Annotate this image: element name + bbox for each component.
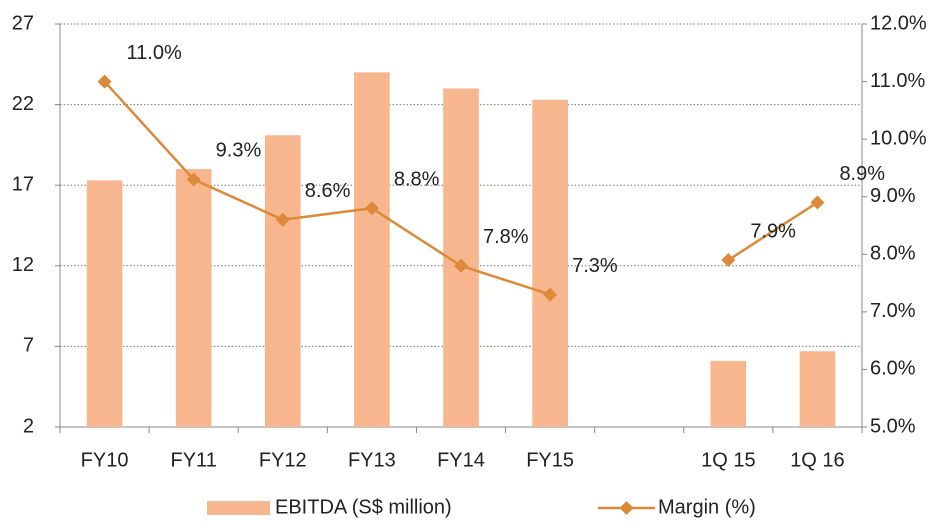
marker (810, 195, 825, 210)
marker (186, 172, 201, 187)
data-label: 7.8% (483, 226, 529, 248)
x-tick-label: FY14 (437, 449, 485, 471)
y-tick-label: 17 (12, 173, 34, 195)
bar (799, 351, 836, 427)
y2-tick-label: 11.0% (870, 70, 925, 92)
line (103, 80, 551, 296)
legend-marker (619, 501, 634, 515)
data-label: 7.3% (572, 255, 618, 277)
bar (86, 180, 123, 427)
bar (710, 360, 747, 427)
marker (543, 287, 558, 302)
line (727, 201, 819, 262)
bar (175, 169, 212, 427)
x-tick-label: 1Q 15 (701, 449, 755, 471)
data-label: 8.8% (394, 169, 440, 191)
bar (264, 135, 301, 427)
y2-tick-label: 7.0% (870, 300, 916, 322)
x-tick-label: FY10 (81, 449, 129, 471)
y-tick-label: 12 (12, 254, 34, 276)
y2-tick-label: 12.0% (870, 12, 927, 34)
legend-swatch (207, 501, 270, 515)
bar (354, 72, 390, 428)
y2-tick-label: 6.0% (870, 358, 916, 380)
marker (275, 212, 290, 227)
bar (532, 99, 568, 427)
x-tick-label: FY12 (259, 449, 307, 471)
y-tick-label: 2 (23, 415, 34, 437)
y2-tick-label: 9.0% (870, 185, 916, 207)
marker (454, 258, 468, 273)
data-label: 9.3% (216, 140, 262, 162)
marker (97, 74, 112, 89)
y-tick-label: 22 (12, 93, 34, 115)
data-label: 11.0% (127, 42, 182, 64)
data-label: 8.6% (305, 180, 351, 202)
marker (721, 253, 736, 268)
x-tick-label: FY11 (171, 449, 217, 471)
x-tick-label: 1Q 16 (790, 449, 844, 471)
y-tick-label: 7 (23, 335, 34, 357)
x-tick-label: FY13 (348, 449, 396, 471)
y2-tick-label: 8.0% (870, 243, 916, 265)
y-tick-label: 27 (12, 12, 34, 34)
legend-label: Margin (%) (658, 496, 756, 518)
x-tick-label: FY15 (526, 449, 574, 471)
data-label: 8.9% (839, 163, 885, 185)
y2-tick-label: 10.0% (870, 127, 927, 149)
data-label: 7.9% (750, 220, 796, 242)
legend-label: EBITDA (S$ million) (275, 496, 452, 518)
marker (364, 201, 379, 216)
y2-tick-label: 5.0% (870, 415, 916, 437)
